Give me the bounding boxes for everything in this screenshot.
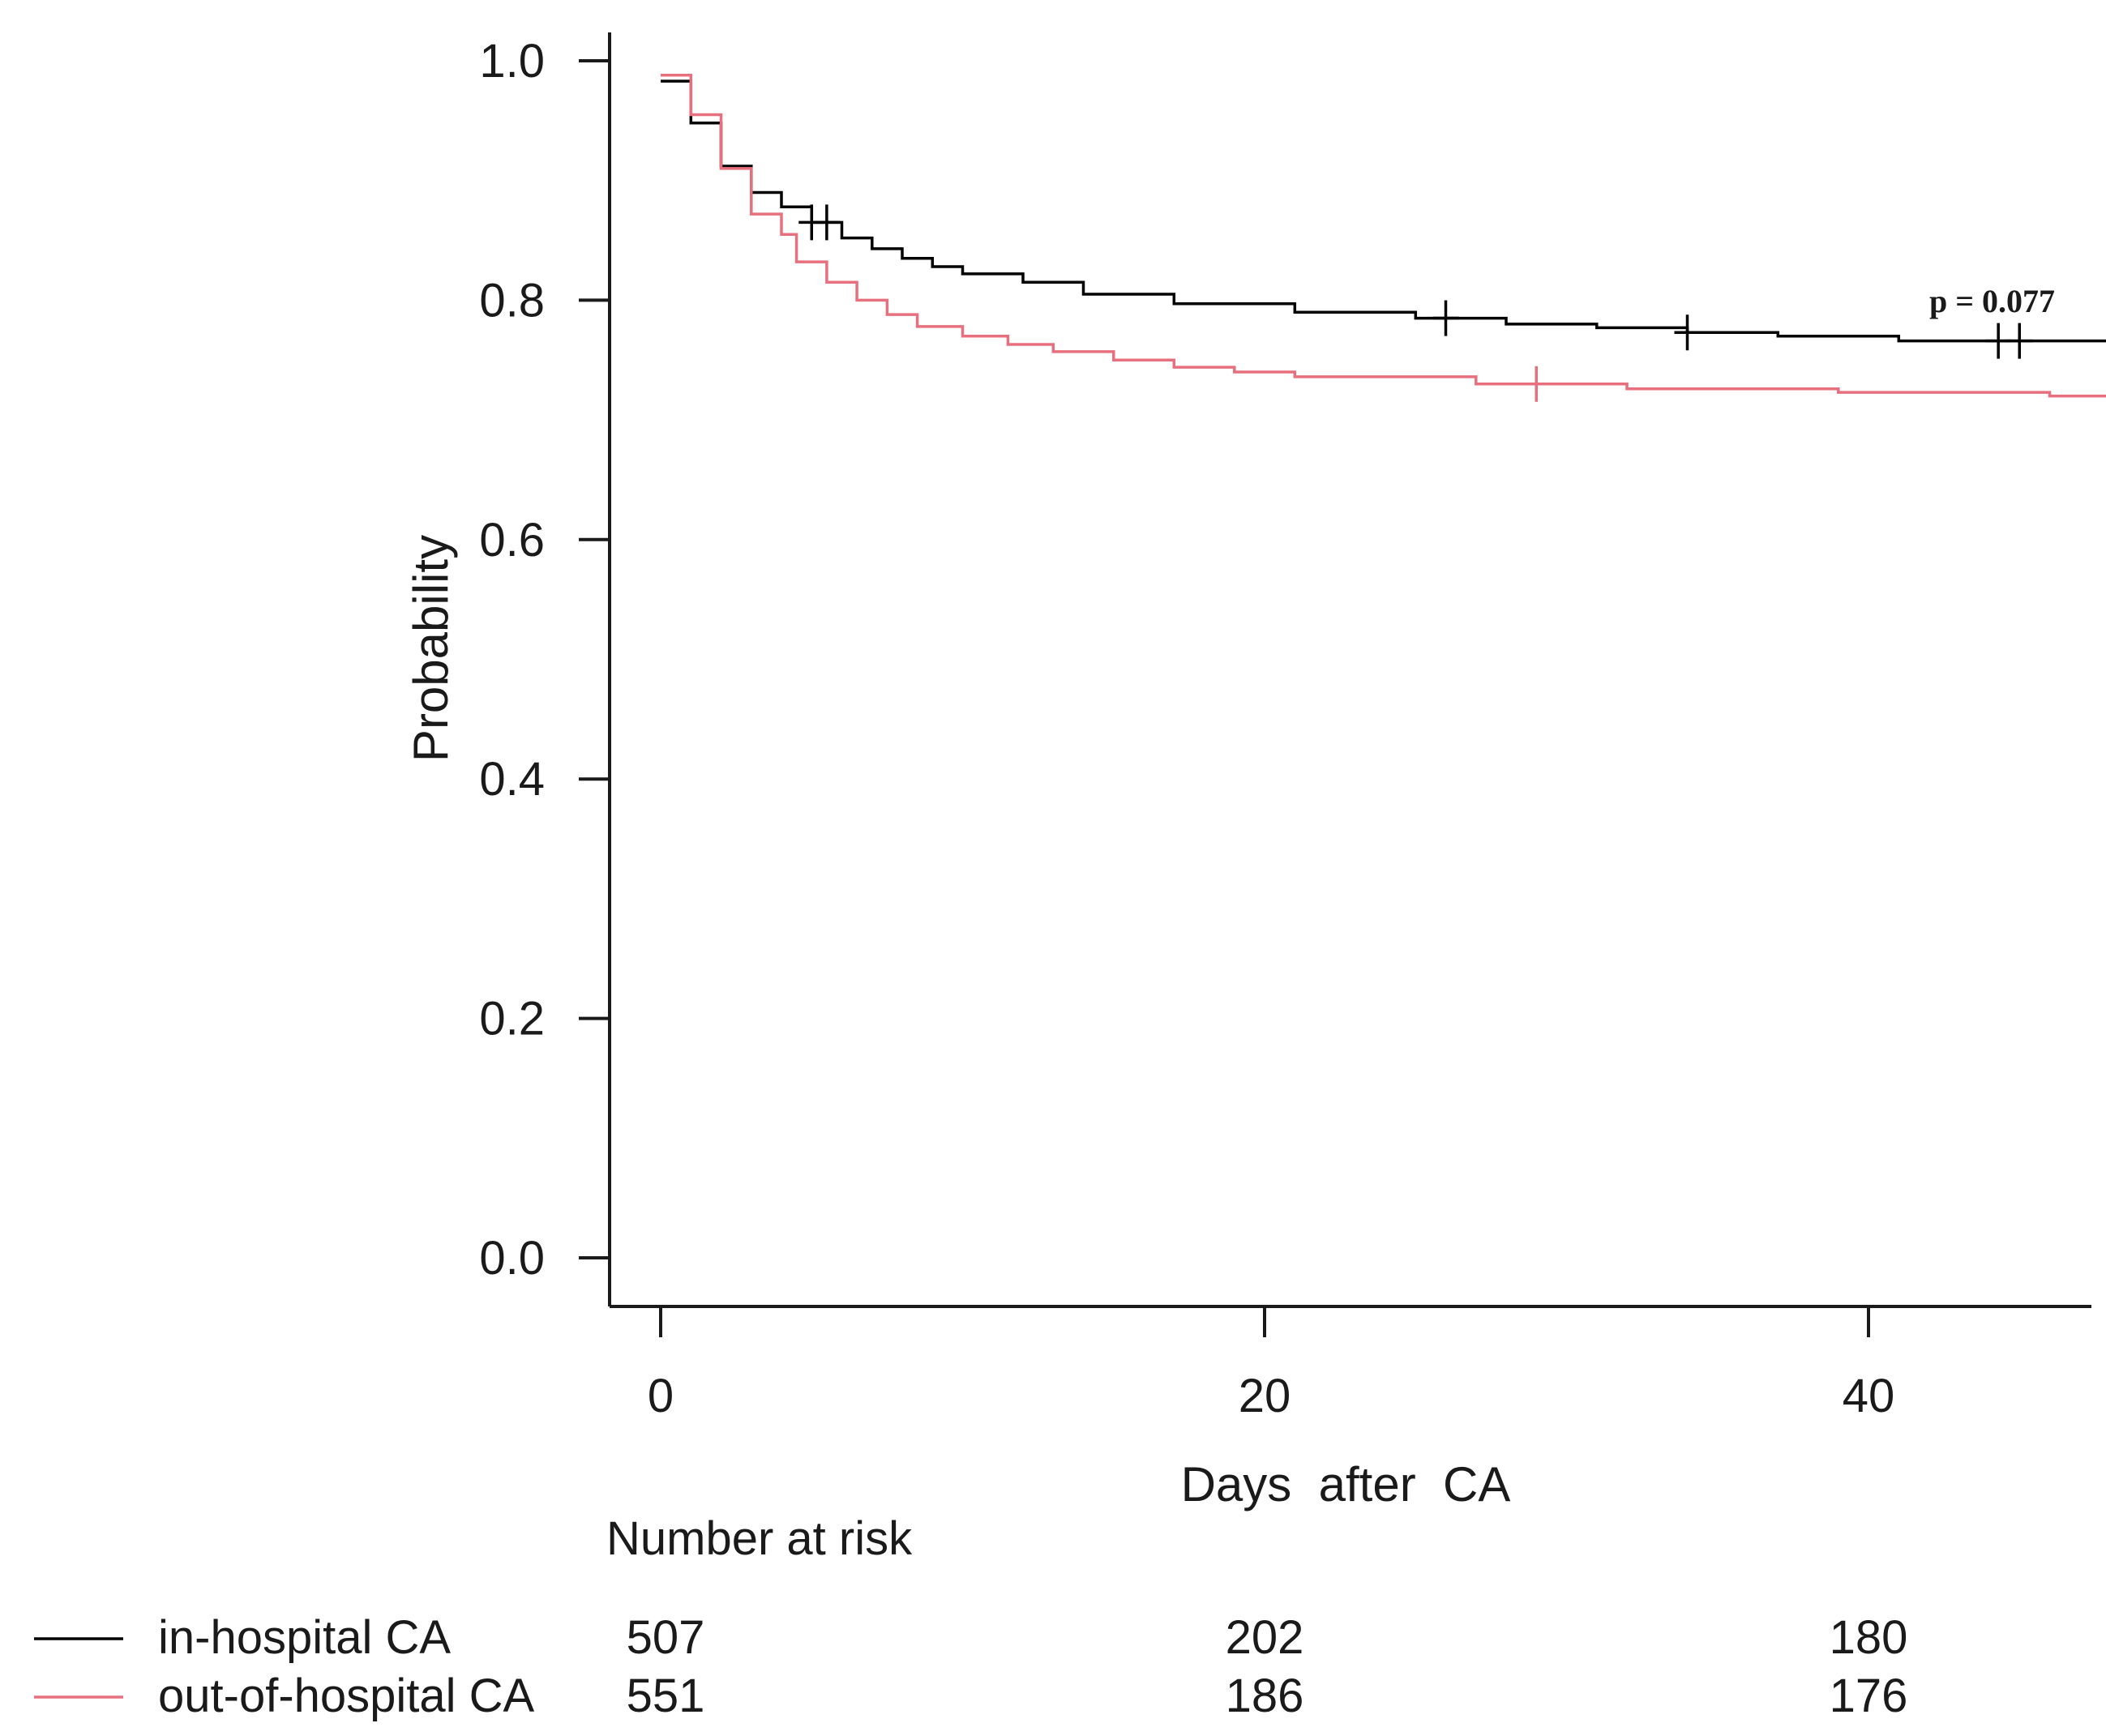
risk-value: 202 bbox=[1226, 1611, 1304, 1664]
y-tick-label: 0.6 bbox=[479, 514, 545, 567]
legend-label: in-hospital CA bbox=[158, 1611, 451, 1664]
risk-value: 507 bbox=[627, 1611, 705, 1664]
series-layer bbox=[661, 73, 2106, 398]
axes: 0.00.20.40.60.81.0020406080 bbox=[479, 32, 2091, 1422]
y-tick-label: 0.8 bbox=[479, 274, 545, 327]
x-axis-title: Days after CA bbox=[1181, 1457, 1511, 1512]
x-tick-label: 40 bbox=[1843, 1370, 1895, 1422]
y-axis-title: Probability bbox=[404, 535, 458, 762]
y-tick-label: 0.2 bbox=[479, 993, 545, 1045]
y-tick-label: 0.4 bbox=[479, 753, 545, 806]
risk-value: 551 bbox=[627, 1670, 705, 1722]
risk-value: 186 bbox=[1226, 1670, 1304, 1722]
risk-value: 176 bbox=[1830, 1670, 1908, 1722]
risk-value: 180 bbox=[1830, 1611, 1908, 1664]
p-value-annotation: p = 0.077 bbox=[1929, 283, 2055, 319]
x-tick-label: 0 bbox=[648, 1370, 674, 1422]
risk-table: in-hospital CA507202180170168out-of-hosp… bbox=[34, 1611, 1908, 1722]
survival-curve bbox=[661, 79, 2106, 343]
risk-table-title: Number at risk bbox=[606, 1512, 913, 1565]
legend-label: out-of-hospital CA bbox=[158, 1670, 535, 1722]
y-tick-label: 0.0 bbox=[479, 1232, 545, 1285]
survival-curve bbox=[661, 73, 2106, 398]
x-tick-label: 20 bbox=[1239, 1370, 1291, 1422]
y-tick-label: 1.0 bbox=[479, 35, 545, 88]
censor-layer bbox=[798, 204, 2033, 402]
